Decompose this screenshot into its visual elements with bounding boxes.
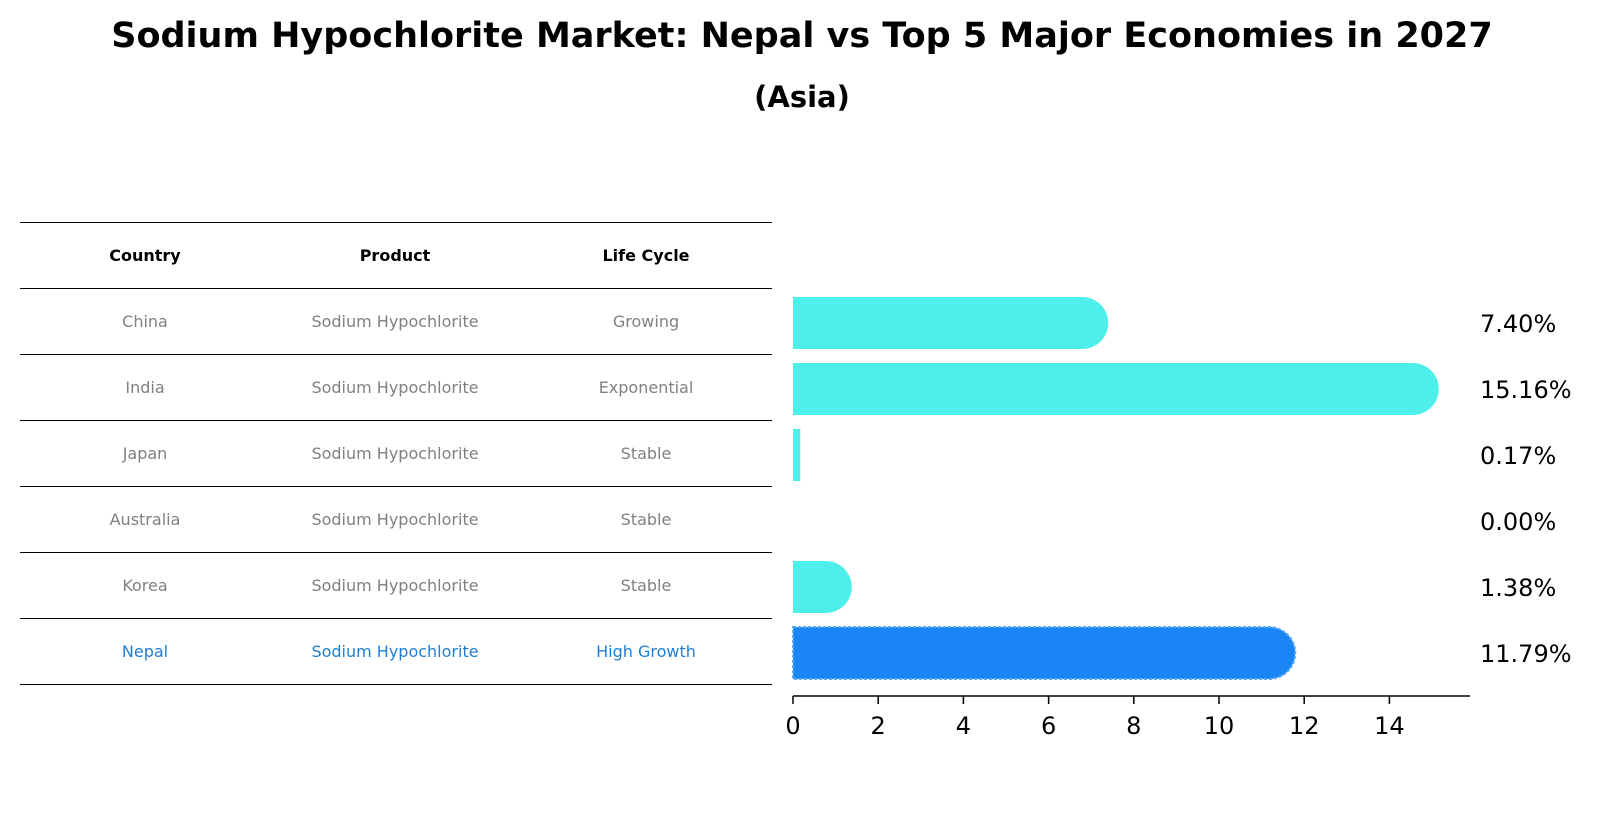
cell-product: Sodium Hypochlorite (311, 444, 479, 463)
table-row: Japan Sodium Hypochlorite Stable (20, 421, 772, 487)
header-life-cycle: Life Cycle (602, 246, 690, 265)
cell-product: Sodium Hypochlorite (311, 642, 479, 661)
table-row: Korea Sodium Hypochlorite Stable (20, 553, 772, 619)
value-label-nepal: 11.79% (1480, 640, 1572, 668)
bar-china (793, 297, 1109, 349)
x-tick-label: 14 (1374, 712, 1405, 740)
cell-life-cycle: Stable (620, 576, 672, 595)
bar-japan (793, 429, 801, 481)
header-country: Country (109, 246, 181, 265)
cell-product: Sodium Hypochlorite (311, 378, 479, 397)
chart-subtitle: (Asia) (754, 80, 850, 114)
cell-life-cycle: Stable (620, 444, 672, 463)
cell-country: Korea (122, 576, 168, 595)
cell-product: Sodium Hypochlorite (311, 312, 479, 331)
x-tick-label: 12 (1289, 712, 1320, 740)
x-tick-label: 6 (1041, 712, 1056, 740)
table-header-row: Country Product Life Cycle (20, 223, 772, 289)
value-labels-group: 7.40% 15.16% 0.17% 0.00% 1.38% 11.79% (1480, 310, 1572, 668)
cell-country: China (122, 312, 168, 331)
cell-country: Japan (122, 444, 168, 463)
table-row: India Sodium Hypochlorite Exponential (20, 355, 772, 421)
country-table: Country Product Life Cycle China Sodium … (20, 222, 772, 685)
value-label-korea: 1.38% (1480, 574, 1556, 602)
chart-title: Sodium Hypochlorite Market: Nepal vs Top… (111, 16, 1493, 56)
bar-india (793, 363, 1439, 415)
cell-product: Sodium Hypochlorite (311, 510, 479, 529)
x-tick-label: 10 (1204, 712, 1235, 740)
cell-country: India (125, 378, 165, 397)
table-row: China Sodium Hypochlorite Growing (20, 289, 772, 355)
x-tick-label: 8 (1126, 712, 1141, 740)
bars-group (792, 297, 1439, 680)
cell-product: Sodium Hypochlorite (311, 576, 479, 595)
bar-nepal (792, 626, 1297, 680)
cell-life-cycle: Growing (612, 312, 680, 331)
bar-korea (793, 561, 852, 613)
header-product: Product (359, 246, 431, 265)
table-row: Australia Sodium Hypochlorite Stable (20, 487, 772, 553)
table-row-highlight: Nepal Sodium Hypochlorite High Growth (20, 619, 772, 685)
cell-country: Nepal (121, 642, 169, 661)
value-label-china: 7.40% (1480, 310, 1556, 338)
value-label-japan: 0.17% (1480, 442, 1556, 470)
value-label-india: 15.16% (1480, 376, 1572, 404)
cell-life-cycle: Exponential (598, 378, 694, 397)
cell-country: Australia (109, 510, 181, 529)
x-tick-label: 4 (956, 712, 971, 740)
cell-life-cycle: High Growth (596, 642, 696, 661)
x-tick-label: 2 (871, 712, 886, 740)
cell-life-cycle: Stable (620, 510, 672, 529)
value-label-australia: 0.00% (1480, 508, 1556, 536)
x-tick-label: 0 (785, 712, 800, 740)
x-axis: 0 2 4 6 8 10 12 14 (785, 695, 1470, 740)
